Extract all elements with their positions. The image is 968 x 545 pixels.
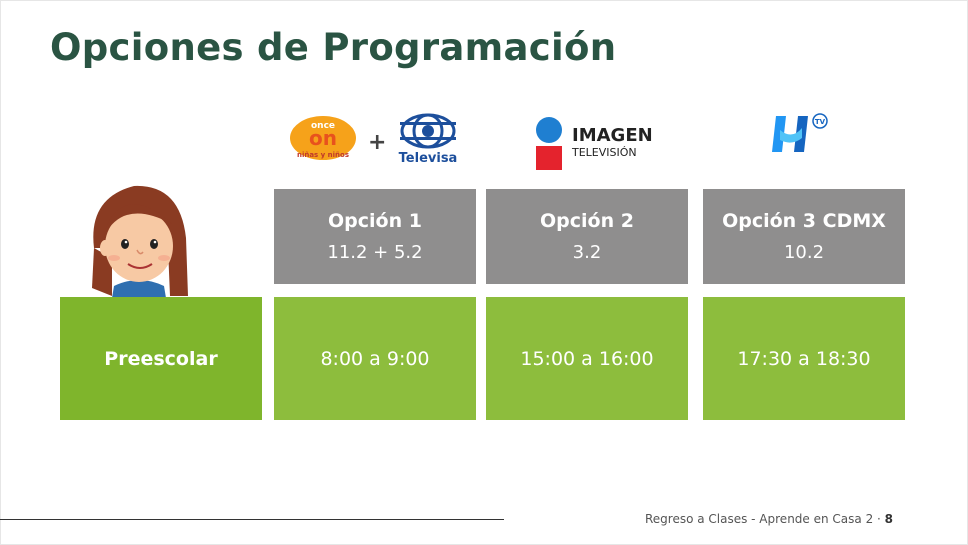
column-header-opcion-1: Opción 1 11.2 + 5.2 [274, 189, 476, 284]
time-text: 15:00 a 16:00 [520, 347, 654, 370]
imagen-line1: IMAGEN [572, 125, 653, 146]
time-text: 17:30 a 18:30 [737, 347, 871, 370]
column-channel: 10.2 [783, 242, 825, 263]
girl-illustration [84, 178, 194, 298]
column-header-opcion-3: Opción 3 CDMX 10.2 [703, 189, 905, 284]
column-channel: 11.2 + 5.2 [327, 242, 423, 263]
column-title: Opción 1 [328, 210, 422, 232]
televisa-logo: Televisa [394, 112, 462, 166]
h-tv-text: TV [815, 118, 826, 126]
imagen-line2: TELEVISIÓN [571, 146, 637, 159]
time-cell-opcion-1: 8:00 a 9:00 [274, 297, 476, 420]
row-label-text: Preescolar [104, 347, 218, 370]
time-text: 8:00 a 9:00 [320, 347, 430, 370]
once-ninos-logo: once on niñas y niños [287, 112, 359, 164]
imagen-television-logo: IMAGEN TELEVISIÓN [534, 116, 664, 172]
column-title: Opción 2 [540, 210, 634, 232]
footer-divider [0, 519, 504, 520]
televisa-text: Televisa [399, 151, 458, 166]
time-cell-opcion-3: 17:30 a 18:30 [703, 297, 905, 420]
time-cell-opcion-2: 15:00 a 16:00 [486, 297, 688, 420]
h-tv-logo: TV [770, 112, 832, 158]
page-number: 8 [884, 512, 893, 526]
svg-text:on: on [309, 126, 337, 150]
row-label-preescolar: Preescolar [60, 297, 262, 420]
column-channel: 3.2 [572, 242, 602, 263]
footer: Regreso a Clases - Aprende en Casa 2 · 8 [645, 512, 893, 526]
column-header-opcion-2: Opción 2 3.2 [486, 189, 688, 284]
slide-title: Opciones de Programación [50, 26, 617, 69]
plus-sign: + [368, 130, 387, 155]
column-title: Opción 3 CDMX [722, 210, 886, 232]
once-text: once [311, 121, 335, 131]
footer-text: Regreso a Clases - Aprende en Casa 2 · [644, 512, 885, 526]
ninos-text: niñas y niños [297, 151, 349, 159]
